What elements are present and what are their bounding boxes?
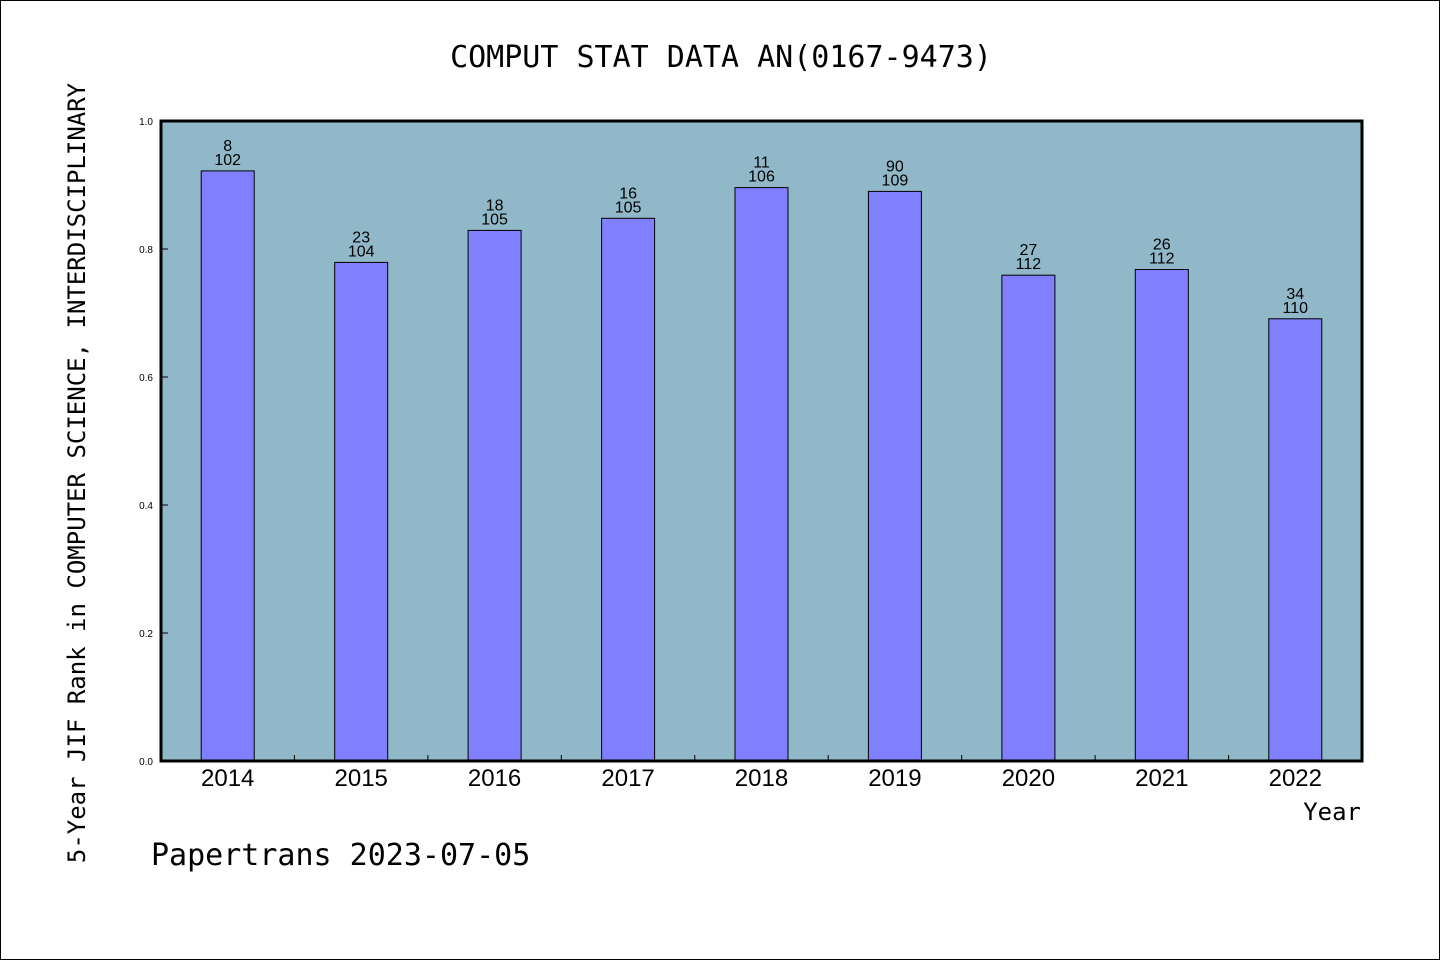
bar-labels-group: 8102231041810516105111069010927112261123… <box>214 138 1308 317</box>
bar-2016 <box>467 229 522 762</box>
x-tick-label-2019: 2019 <box>868 765 921 792</box>
bar-label-rank-2016: 18 <box>486 197 504 214</box>
x-tick-label-2015: 2015 <box>335 765 388 792</box>
bar-2020 <box>1001 274 1056 762</box>
bars-group <box>200 170 1323 762</box>
bar-label-rank-2020: 27 <box>1020 242 1038 259</box>
bar-label-total-2018: 106 <box>748 169 775 186</box>
bar-2019 <box>867 190 922 762</box>
x-axis: 2014 2015 2016 2017 2018 2019 2020 2021 2022 <box>201 755 1322 792</box>
x-tick-label-2020: 2020 <box>1002 765 1055 792</box>
bar-2017 <box>601 217 656 762</box>
bar-label-total-2021: 112 <box>1149 251 1175 268</box>
bar-label-total-2019: 109 <box>882 172 909 189</box>
footer-credit: Papertrans 2023-07-05 <box>151 838 530 873</box>
bar-label-total-2014: 102 <box>214 152 241 169</box>
bar-label-total-2022: 110 <box>1283 300 1309 317</box>
y-axis-label: 5-Year JIF Rank in COMPUTER SCIENCE, INT… <box>63 82 91 863</box>
bar-2014 <box>200 170 255 762</box>
y-tick-label: 0.4 <box>139 501 153 512</box>
bar-2015 <box>334 261 389 762</box>
bar-2021 <box>1134 269 1189 762</box>
bar-label-rank-2019: 90 <box>886 158 904 175</box>
x-tick-label-2018: 2018 <box>735 765 788 792</box>
bar-label-rank-2014: 8 <box>223 138 232 155</box>
bar-label-total-2017: 105 <box>615 199 642 216</box>
x-tick-label-2017: 2017 <box>601 765 654 792</box>
chart-title: COMPUT STAT DATA AN(0167-9473) <box>450 40 992 75</box>
y-tick-label: 0.0 <box>139 757 153 768</box>
y-tick-label: 0.8 <box>139 245 153 256</box>
bar-label-total-2020: 112 <box>1016 256 1042 273</box>
bar-label-rank-2022: 34 <box>1286 286 1304 303</box>
x-tick-label-2021: 2021 <box>1135 765 1188 792</box>
y-tick-label: 0.6 <box>139 373 153 384</box>
bar-label-rank-2017: 16 <box>619 185 637 202</box>
bar-label-total-2015: 104 <box>348 243 375 260</box>
y-tick-label: 1.0 <box>139 117 153 128</box>
bar-label-rank-2015: 23 <box>352 229 370 246</box>
y-tick-label: 0.2 <box>139 629 153 640</box>
bar-label-total-2016: 105 <box>481 211 508 228</box>
x-tick-label-2016: 2016 <box>468 765 521 792</box>
x-tick-label-2014: 2014 <box>201 765 254 792</box>
bar-2018 <box>734 187 789 762</box>
x-axis-label: Year <box>1303 798 1361 826</box>
plot-border <box>159 119 1364 763</box>
bar-label-rank-2021: 26 <box>1153 237 1171 254</box>
bar-2022 <box>1268 318 1323 762</box>
bar-label-rank-2018: 11 <box>753 155 770 172</box>
x-tick-label-2022: 2022 <box>1269 765 1322 792</box>
